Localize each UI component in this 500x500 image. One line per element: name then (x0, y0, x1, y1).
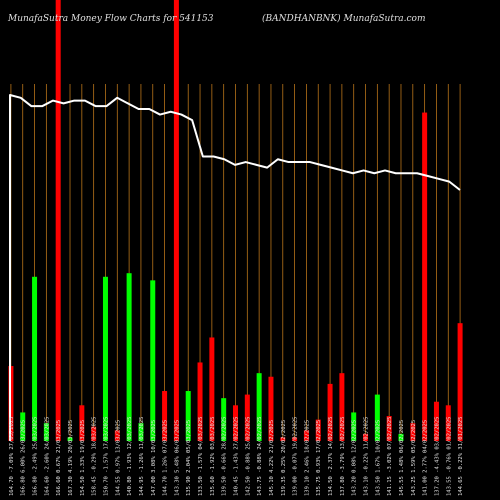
x-tick-label: 166.60 0.67% 21/03/2025 (56, 420, 62, 496)
x-tick-label: 137.20 -4.43% 03/02/2025 (434, 417, 440, 496)
x-tick-label: 164.60 -2.60% 24/03/2025 (44, 417, 50, 496)
x-tick-labels: 164.70 -7.09% 27/03/2025 166.80 6.00% 26/… (9, 417, 464, 496)
x-tick-label: 144.65 -0.22% 31/01/2025 (458, 417, 464, 496)
money-flow-bar (374, 394, 380, 441)
money-flow-bar (363, 433, 369, 441)
x-tick-label: 166.80 6.00% 26/03/2025 (21, 420, 27, 496)
price-line (9, 94, 461, 441)
money-flow-bar (410, 423, 416, 441)
header-left-title: MunafaSutra Money Flow Charts for 541153 (8, 14, 214, 24)
x-tick-label: 143.75 -0.88% 24/02/2025 (257, 417, 263, 496)
x-tick-label: 166.80 -2.49% 25/03/2025 (33, 417, 39, 496)
x-tick-label: 142.50 -0.88% 25/02/2025 (245, 417, 251, 496)
x-tick-label: 140.80 -1.93% 12/03/2025 (127, 417, 133, 496)
money-flow-bar (221, 398, 227, 441)
money-flow-bar (386, 416, 392, 441)
money-flow-bar (114, 430, 120, 441)
money-flow-bar (126, 273, 132, 441)
money-flow-bar (43, 423, 49, 441)
money-flow-bar (79, 405, 85, 441)
x-tick-label: 143.25 1.59% 05/02/2025 (411, 420, 417, 496)
x-tick-label: 143.30 5.48% 06/03/2025 (174, 420, 180, 496)
x-tick-label: 147.00 3.08% 10/03/2025 (151, 420, 157, 496)
money-flow-bar (327, 383, 333, 441)
x-tick-label: 144.55 0.97% 13/03/2025 (115, 420, 121, 496)
x-tick-label: 135.60 -1.92% 03/03/2025 (210, 417, 216, 496)
money-flow-bar (398, 433, 404, 441)
money-flow-bar (233, 405, 238, 441)
money-flow-bar (351, 412, 357, 441)
x-tick-label: 134.50 -2.37% 14/02/2025 (328, 417, 334, 496)
x-tick-label: 167.30 4.19% 20/03/2025 (68, 420, 74, 496)
bars-layer (8, 0, 463, 441)
money-flow-bar (315, 419, 321, 441)
money-flow-bar (433, 401, 439, 441)
money-flow-bar (209, 337, 215, 441)
x-tick-label: 144.70 1.26% 07/03/2025 (163, 420, 169, 496)
money-flow-bar (173, 0, 179, 441)
x-tick-label: 143.20 0.08% 12/02/2025 (352, 420, 358, 496)
money-flow-bar (102, 276, 108, 441)
money-flow-bar (256, 373, 262, 441)
x-tick-label: 164.70 -7.09% 27/03/2025 (9, 417, 15, 496)
x-tick-label: 143.55 -0.76% 01/02/2025 (446, 417, 452, 496)
x-tick-label: 141.15 -3.02% 07/02/2025 (387, 417, 393, 496)
money-flow-bar (339, 373, 345, 441)
money-flow-bar (138, 423, 144, 441)
x-tick-label: 141.00 2.77% 04/02/2025 (423, 420, 429, 496)
x-tick-label: 158.45 -0.29% 18/03/2025 (92, 417, 98, 496)
x-tick-label: 137.80 -3.79% 13/02/2025 (340, 417, 346, 496)
x-tick-label: 145.55 1.48% 06/02/2025 (399, 420, 405, 496)
money-flow-bar (457, 323, 463, 441)
x-tick-label: 145.10 4.22% 21/02/2025 (269, 420, 275, 496)
x-tick-label: 150.70 -1.57% 17/03/2025 (103, 417, 109, 496)
money-flow-bar (32, 276, 38, 441)
money-flow-bar (268, 376, 274, 441)
x-tick-label: 139.50 -0.66% 28/02/2025 (222, 417, 228, 496)
x-tick-label: 139.10 2.46% 18/02/2025 (304, 420, 310, 496)
x-tick-label: 154.50 1.33% 19/03/2025 (80, 420, 86, 496)
x-tick-label: 139.00 -0.07% 19/02/2025 (293, 417, 299, 496)
money-flow-bar (150, 280, 156, 441)
money-flow-bar (67, 437, 73, 441)
money-flow-bar (303, 430, 309, 441)
x-tick-label: 135.75 0.93% 17/02/2025 (316, 420, 322, 496)
x-tick-label: 133.50 -1.57% 04/03/2025 (198, 417, 204, 496)
money-flow-bar (445, 405, 451, 441)
money-flow-bar (422, 112, 428, 441)
money-flow-bar (280, 437, 286, 441)
money-flow-bar (244, 394, 250, 441)
x-tick-label: 140.45 -1.43% 27/02/2025 (234, 417, 240, 496)
money-flow-bar (292, 437, 298, 441)
money-flow-bar (20, 412, 26, 441)
money-flow-bar (91, 426, 97, 441)
x-tick-label: 135.90 2.04% 05/03/2025 (186, 420, 192, 496)
x-tick-label: 143.50 1.67% 10/02/2025 (375, 420, 381, 496)
price-line-layer (9, 94, 461, 441)
money-flow-bar (55, 0, 61, 441)
x-tick-label: 139.35 0.25% 20/02/2025 (281, 420, 287, 496)
header-right-title: (BANDHANBNK) MunafaSutra.com (262, 14, 426, 24)
x-tick-label: 143.10 -0.22% 11/02/2025 (364, 417, 370, 496)
x-tick-label: 144.95 -1.26% 11/03/2025 (139, 417, 145, 496)
money-flow-bar (197, 362, 203, 441)
money-flow-bar (162, 391, 168, 441)
money-flow-bar (185, 391, 191, 441)
